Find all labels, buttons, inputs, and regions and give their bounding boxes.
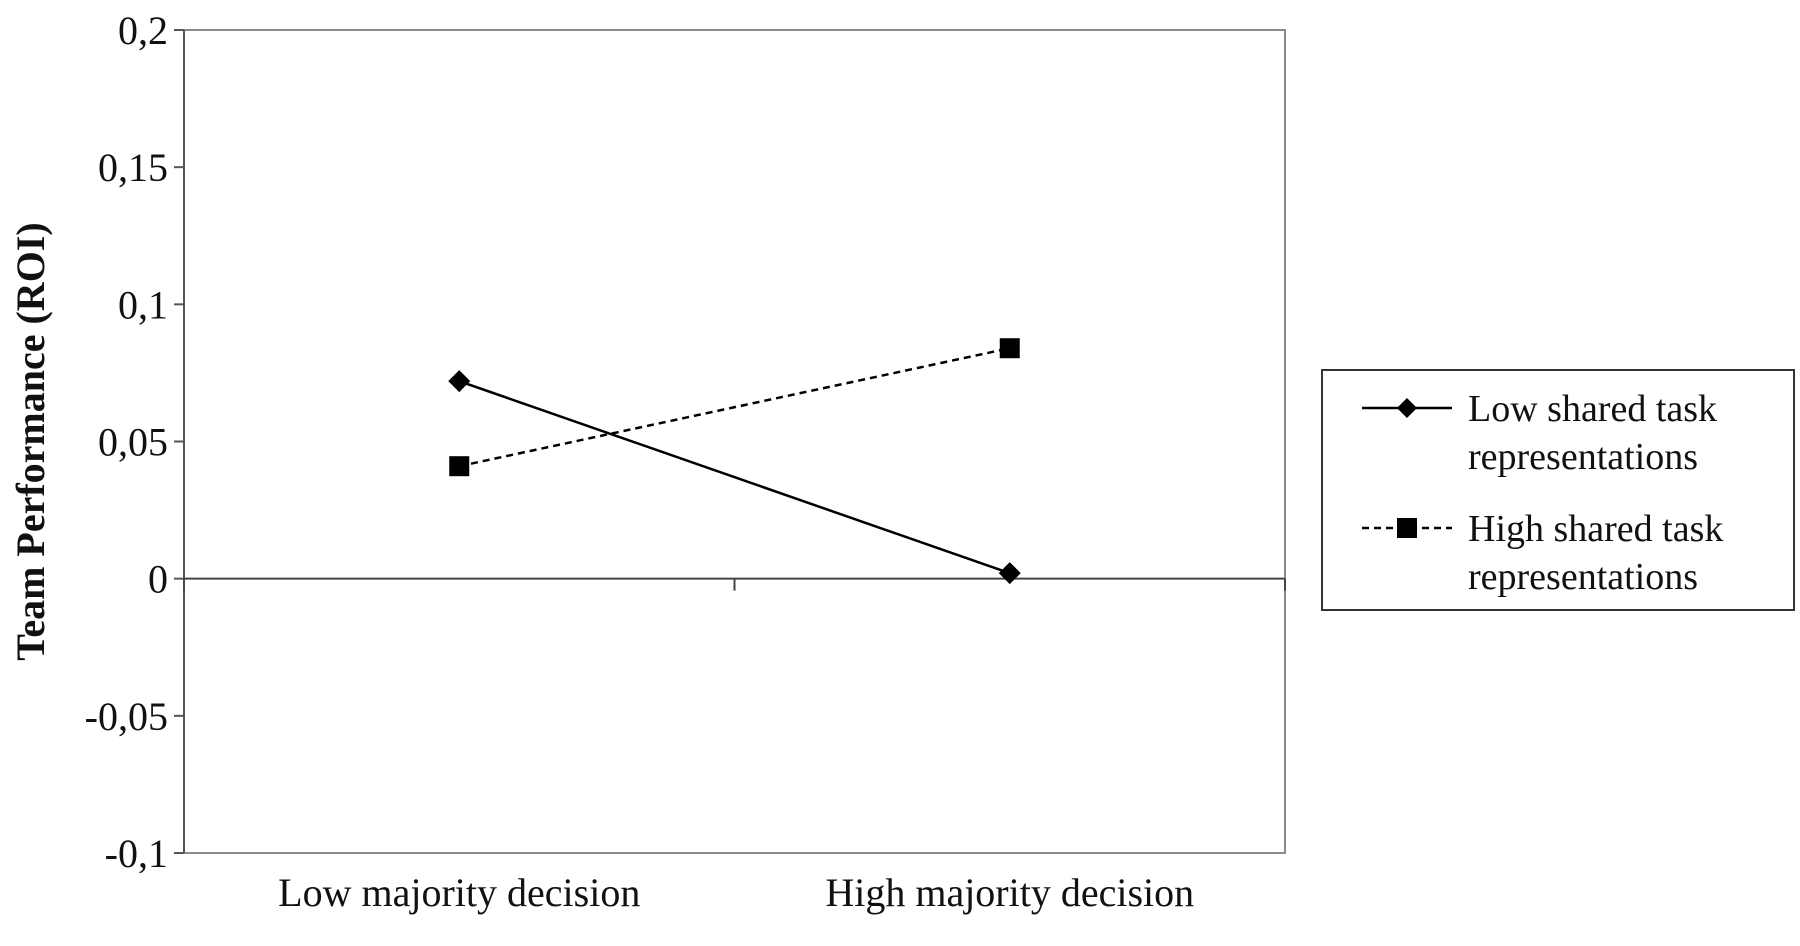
data-point bbox=[999, 338, 1020, 359]
legend-label: representations bbox=[1468, 556, 1698, 598]
legend-marker bbox=[1397, 398, 1417, 418]
y-axis-title: Team Performance (ROI) bbox=[8, 222, 53, 660]
y-tick-label: -0,1 bbox=[105, 831, 168, 876]
y-tick-label: 0,2 bbox=[118, 8, 168, 53]
x-tick-label: Low majority decision bbox=[278, 870, 640, 915]
series-1 bbox=[448, 370, 1021, 585]
y-axis: -0,1 -0,05 0 0,05 0,1 0,15 0,2 bbox=[85, 8, 185, 876]
series-layer bbox=[448, 338, 1021, 585]
legend-label: High shared task bbox=[1468, 508, 1723, 550]
plot-frame bbox=[183, 29, 1286, 854]
series-2 bbox=[449, 338, 1020, 477]
legend-marker bbox=[1397, 518, 1417, 538]
y-tick-label: 0,15 bbox=[98, 145, 168, 190]
y-tick-label: -0,05 bbox=[85, 694, 168, 739]
x-axis: Low majority decision High majority decis… bbox=[183, 577, 1286, 915]
data-point bbox=[448, 370, 471, 393]
legend-entry: High shared task representations bbox=[1362, 508, 1723, 598]
series-line bbox=[458, 347, 1011, 468]
y-tick-label: 0 bbox=[148, 557, 168, 602]
y-tick-label: 0,1 bbox=[118, 282, 168, 327]
y-tick-label: 0,05 bbox=[98, 420, 168, 465]
data-point bbox=[449, 456, 470, 477]
x-tick-label: High majority decision bbox=[825, 870, 1194, 915]
legend-entry: Low shared task representations bbox=[1362, 388, 1717, 478]
data-point bbox=[998, 562, 1021, 585]
legend-label: Low shared task bbox=[1468, 388, 1717, 430]
series-line bbox=[458, 379, 1011, 575]
legend-label: representations bbox=[1468, 436, 1698, 478]
